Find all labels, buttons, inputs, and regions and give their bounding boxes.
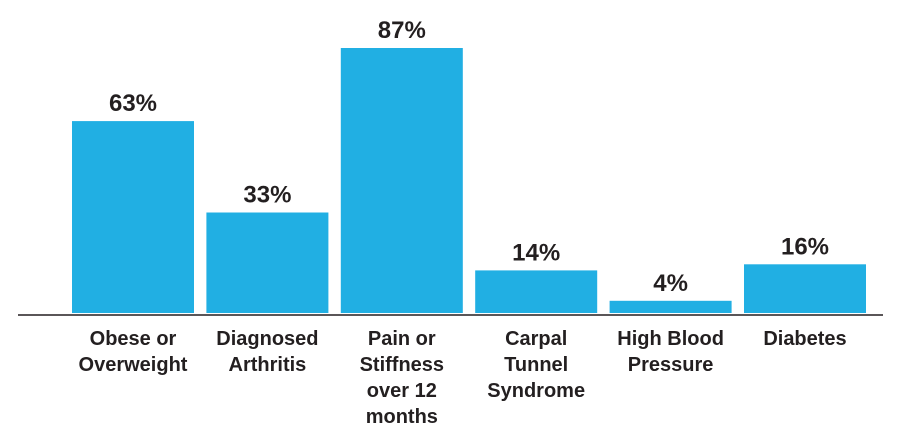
category-label-3-line-3: over 12: [367, 380, 437, 402]
category-label-3-line-4: months: [366, 406, 438, 428]
bar-2: [206, 212, 329, 313]
bar-1: [72, 121, 194, 313]
category-label-3-line-1: Pain or: [368, 328, 436, 350]
category-label-5-line-2: Pressure: [628, 354, 714, 376]
category-labels-group: Obese or Overweight Diagnosed Arthritis Pain…: [79, 328, 847, 428]
value-label-4: 14%: [512, 239, 560, 266]
bars-group: [72, 48, 866, 313]
value-label-5: 4%: [653, 270, 688, 297]
category-label-2-line-2: Arthritis: [229, 354, 307, 376]
category-label-4-line-1: Carpal: [505, 328, 567, 350]
category-label-5-line-1: High Blood: [617, 328, 724, 350]
category-label-4-line-2: Tunnel: [504, 354, 568, 376]
category-label-6-line-1: Diabetes: [763, 328, 846, 350]
value-label-3: 87%: [378, 17, 426, 44]
bar-3: [340, 48, 463, 313]
value-label-2: 33%: [243, 182, 291, 209]
bar-5: [609, 300, 732, 313]
category-label-1-line-2: Overweight: [79, 354, 188, 376]
category-label-3-line-2: Stiffness: [360, 354, 444, 376]
bar-6: [744, 264, 866, 313]
category-label-4-line-3: Syndrome: [487, 380, 585, 402]
category-label-1-line-1: Obese or: [90, 328, 177, 350]
category-label-2-line-1: Diagnosed: [216, 328, 318, 350]
value-labels-group: 63% 33% 87% 14% 4% 16%: [109, 17, 829, 297]
bar-4: [475, 270, 598, 313]
value-label-6: 16%: [781, 233, 829, 260]
value-label-1: 63%: [109, 90, 157, 117]
